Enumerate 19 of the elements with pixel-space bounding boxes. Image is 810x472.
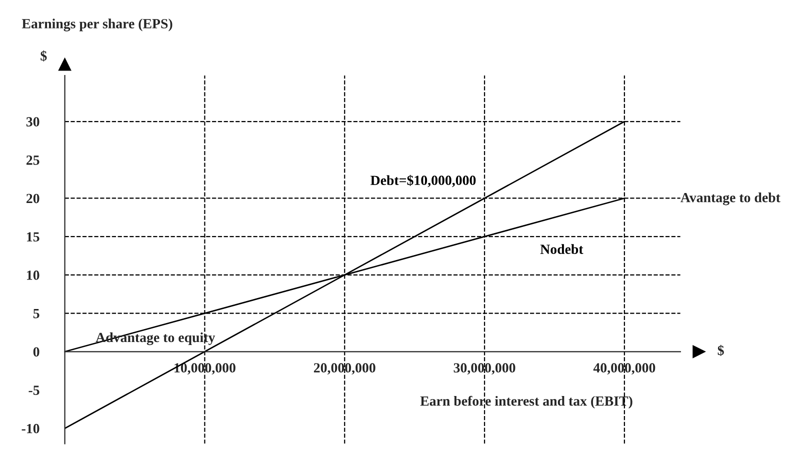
y-tick-label: 5	[33, 309, 40, 318]
x-tick-label: 40,000,000	[593, 363, 656, 375]
y-tick-label: 10	[27, 270, 40, 280]
y-tick-label: 0	[33, 347, 40, 357]
text: Avantage to debt	[680, 192, 780, 206]
y-tick-label: 15	[27, 232, 40, 242]
x-axis-title: Earn before interest and tax (EBIT)	[420, 396, 632, 409]
y-tick-label: 25	[26, 156, 40, 165]
y-tick-label: -10	[22, 424, 40, 434]
y-tick-label: 30	[26, 117, 40, 126]
y-tick-label: -5	[28, 386, 40, 395]
x-tick-label: 20,000,000	[314, 363, 376, 375]
text: $	[718, 344, 724, 356]
y-tick-label: 20	[26, 194, 40, 204]
text: $	[40, 50, 47, 62]
y-axis-title: Earnings per share (EPS)	[22, 18, 172, 32]
x-tick-label: 30,000,000	[454, 363, 516, 375]
series-label: Nodebt	[540, 244, 584, 254]
series-label: Debt=$10,000,000	[370, 174, 476, 188]
